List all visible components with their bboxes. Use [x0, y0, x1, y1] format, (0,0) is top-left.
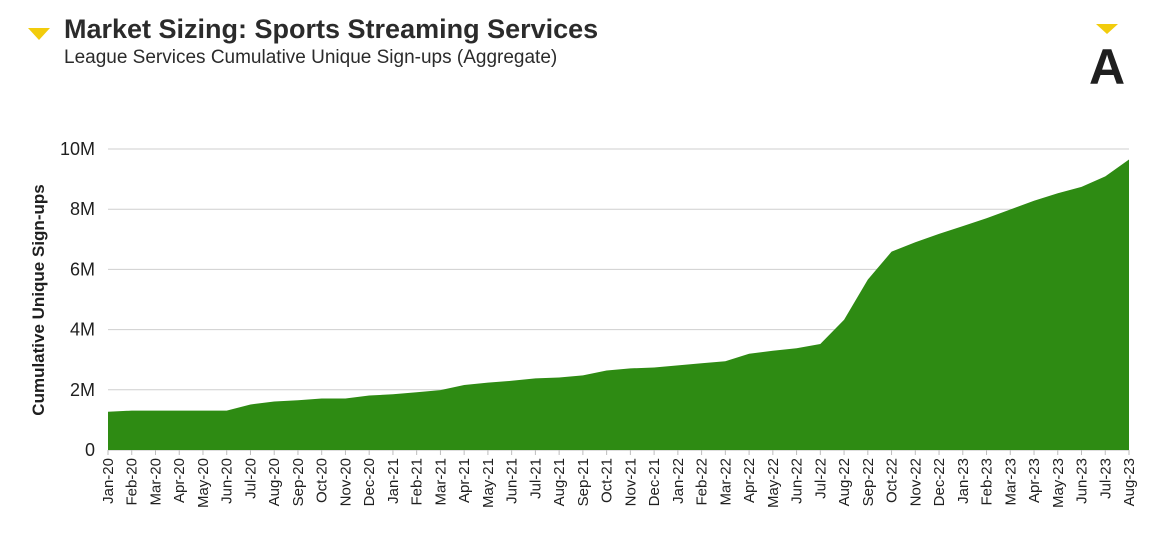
x-tick-label: Apr-21 — [456, 458, 473, 503]
x-tick-label: Sep-20 — [290, 458, 307, 506]
y-tick-label: 4M — [70, 320, 95, 340]
x-tick-label: Dec-22 — [931, 458, 948, 506]
x-tick-label: Jun-21 — [504, 458, 521, 504]
x-axis-ticks: Jan-20 Feb-20 Mar-20 Apr-20 May-20 Jun-20 Jul-… — [100, 450, 1138, 508]
x-tick-label: Sep-21 — [575, 458, 592, 506]
x-tick-label: Jun-20 — [219, 458, 236, 504]
y-tick-label: 10M — [60, 139, 95, 159]
x-tick-label: Dec-21 — [646, 458, 663, 506]
y-tick-label: 6M — [70, 259, 95, 279]
x-tick-label: Jan-20 — [100, 458, 117, 504]
x-tick-label: Feb-21 — [409, 458, 426, 506]
x-tick-label: May-20 — [195, 458, 212, 508]
x-tick-label: Jan-23 — [955, 458, 972, 504]
x-tick-label: Jul-20 — [242, 458, 259, 499]
header-triangle-icon — [28, 28, 50, 40]
chart-title: Market Sizing: Sports Streaming Services — [64, 14, 599, 44]
x-tick-label: Apr-23 — [1026, 458, 1043, 503]
x-tick-label: Aug-21 — [551, 458, 568, 506]
x-tick-label: Nov-20 — [337, 458, 354, 506]
chart-subtitle: League Services Cumulative Unique Sign-u… — [64, 47, 558, 68]
x-tick-label: May-22 — [765, 458, 782, 508]
x-tick-label: Aug-20 — [266, 458, 283, 506]
x-tick-label: Jun-23 — [1074, 458, 1091, 504]
x-tick-label: Jul-22 — [812, 458, 829, 499]
x-tick-label: Aug-23 — [1121, 458, 1138, 506]
x-tick-label: Feb-20 — [124, 458, 141, 506]
x-tick-label: Oct-20 — [314, 458, 331, 503]
x-tick-label: Feb-22 — [694, 458, 711, 506]
x-tick-label: May-23 — [1050, 458, 1067, 508]
x-tick-label: Oct-21 — [599, 458, 616, 503]
x-tick-label: Dec-20 — [361, 458, 378, 506]
x-tick-label: Jun-22 — [789, 458, 806, 504]
brand-logo-icon: A — [1089, 24, 1125, 86]
x-tick-label: May-21 — [480, 458, 497, 508]
x-tick-label: Apr-20 — [171, 458, 188, 503]
y-tick-label: 0 — [85, 440, 95, 460]
y-tick-label: 8M — [70, 199, 95, 219]
x-tick-label: Nov-22 — [907, 458, 924, 506]
logo-letter: A — [1089, 39, 1125, 86]
x-tick-label: Apr-22 — [741, 458, 758, 503]
x-tick-label: Mar-22 — [717, 458, 734, 506]
x-tick-label: Jul-21 — [527, 458, 544, 499]
x-tick-label: Mar-21 — [432, 458, 449, 506]
x-tick-label: Jan-22 — [670, 458, 687, 504]
y-axis-title: Cumulative Unique Sign-ups — [29, 184, 48, 415]
y-tick-label: 2M — [70, 380, 95, 400]
x-tick-label: Aug-22 — [836, 458, 853, 506]
x-tick-label: Feb-23 — [979, 458, 996, 506]
x-tick-label: Oct-22 — [884, 458, 901, 503]
x-tick-label: Jul-23 — [1097, 458, 1114, 499]
x-tick-label: Sep-22 — [860, 458, 877, 506]
y-axis-ticks: 0 2M 4M 6M 8M 10M — [60, 139, 95, 460]
x-tick-label: Jan-21 — [385, 458, 402, 504]
logo-triangle — [1096, 24, 1118, 34]
x-tick-label: Mar-20 — [147, 458, 164, 506]
area-series — [108, 159, 1129, 450]
x-tick-label: Mar-23 — [1002, 458, 1019, 506]
x-tick-label: Nov-21 — [622, 458, 639, 506]
